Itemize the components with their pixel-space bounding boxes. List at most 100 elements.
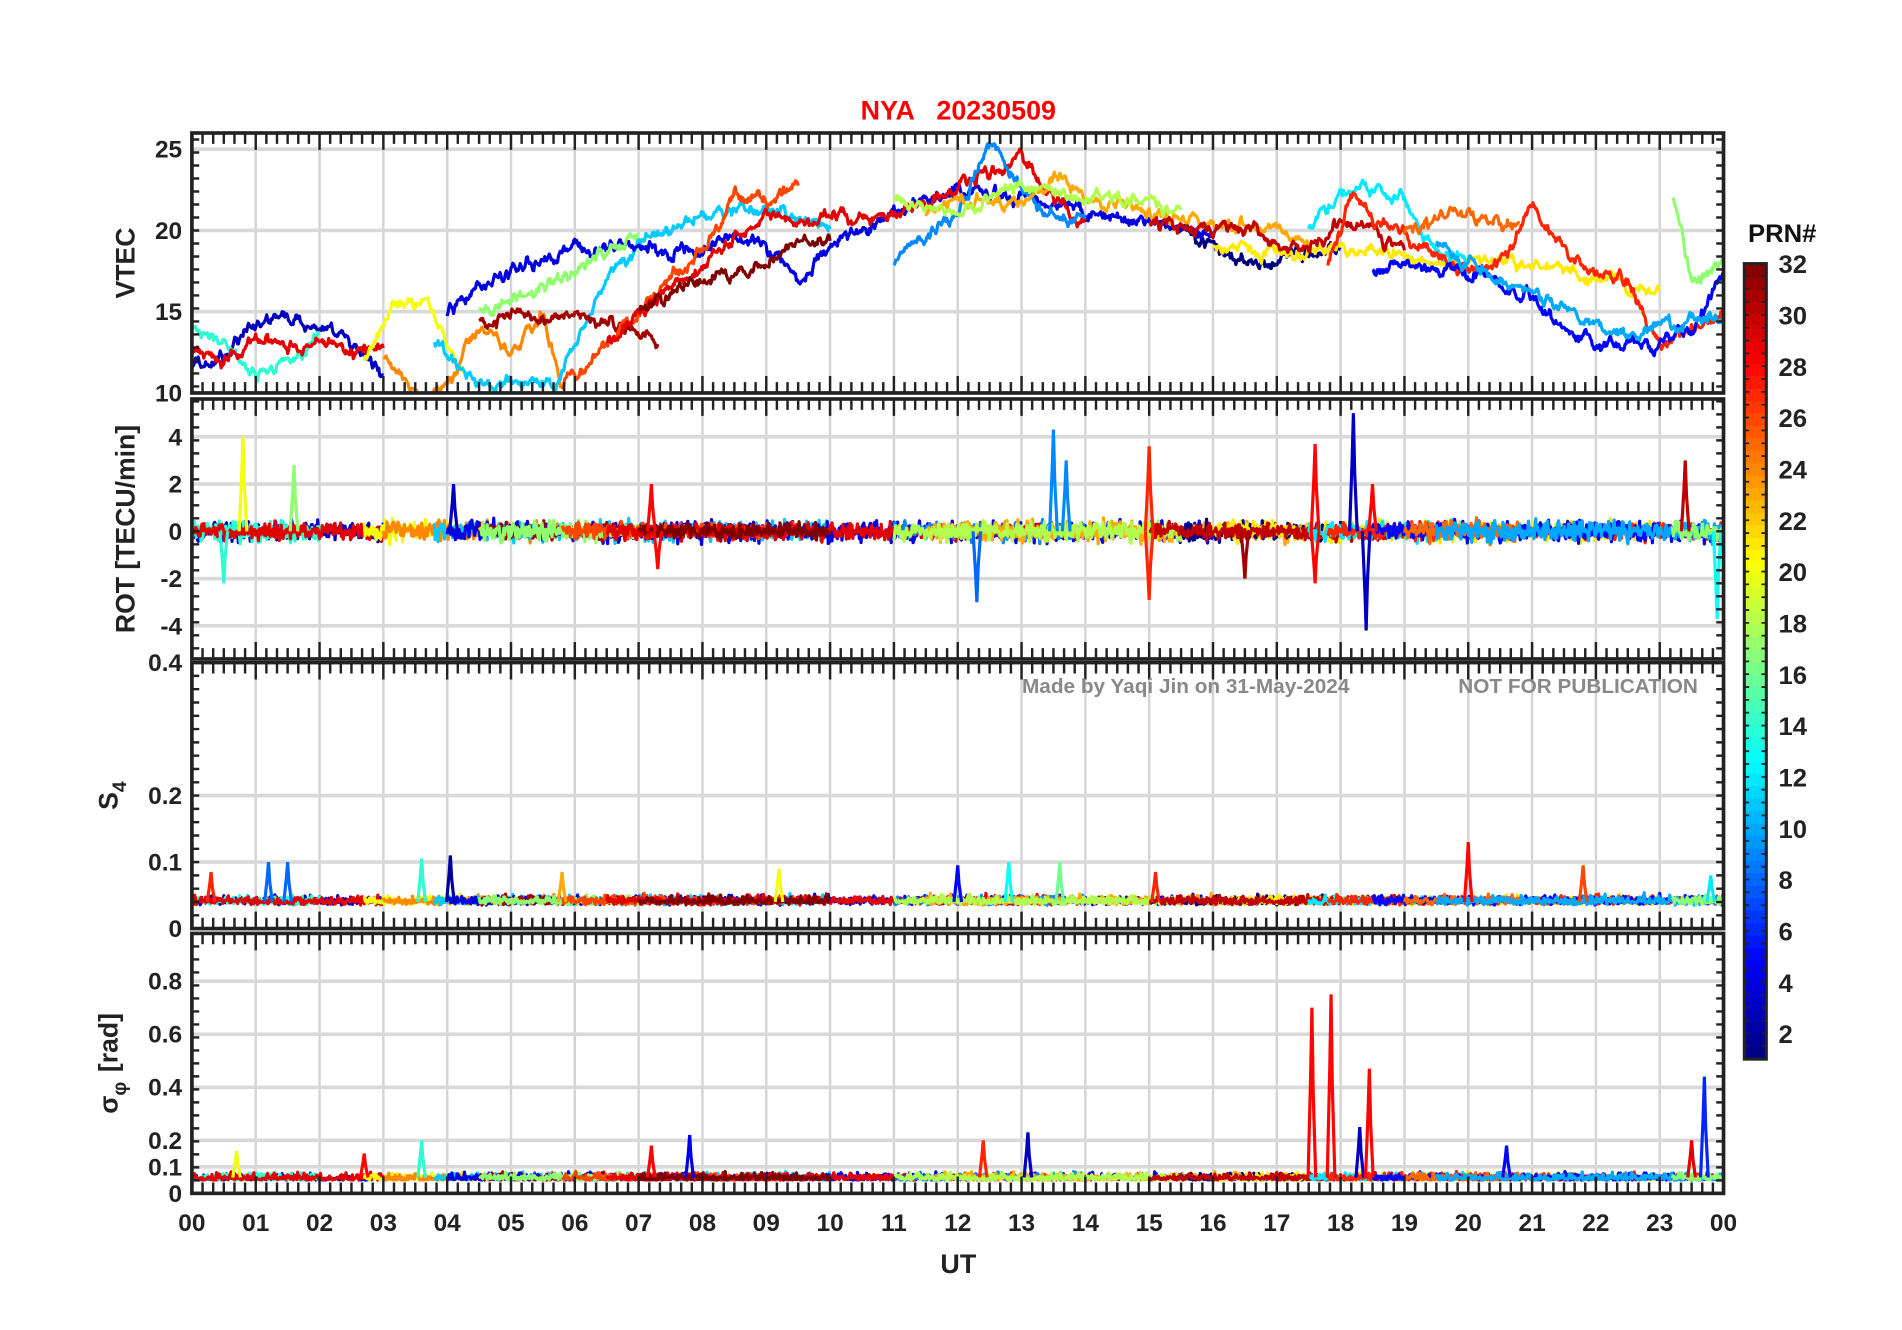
y-axis-label-vtec: VTEC — [110, 228, 140, 299]
spike-prn-20 — [231, 1150, 242, 1178]
colorbar-segment — [1744, 1046, 1767, 1060]
colorbar-segment — [1744, 350, 1767, 364]
y-axis-label-text: VTEC — [110, 228, 140, 299]
spike-prn-28 — [1309, 443, 1321, 532]
spike-prn-5 — [1501, 1145, 1512, 1178]
spike-prn-27 — [977, 1140, 989, 1178]
spike-prn-30 — [1679, 460, 1691, 532]
colorbar-segment — [1744, 885, 1767, 899]
colorbar-segment — [1744, 711, 1767, 725]
colorbar-segment — [1744, 723, 1767, 737]
series-line-prn-32 — [637, 233, 832, 312]
colorbar-segment — [1744, 574, 1767, 588]
series-line-prn-26 — [560, 179, 800, 390]
axes-frame — [190, 931, 1726, 1196]
colorbar-segment — [1744, 375, 1767, 389]
spike-prn-27 — [1143, 446, 1155, 532]
colorbar-segment — [1744, 785, 1767, 799]
x-tick-label: 00 — [178, 1210, 205, 1237]
series-line-prn-23 — [924, 170, 1311, 247]
x-tick-label: 20 — [1455, 1210, 1482, 1237]
series-group — [191, 842, 1724, 907]
series-line-prn-10 — [1434, 240, 1724, 342]
series-line-prn-18 — [892, 519, 1183, 545]
y-tick-label: 0.1 — [148, 850, 182, 877]
spike-prn-20 — [237, 436, 249, 532]
series-line-prn-5 — [1371, 258, 1724, 358]
colorbar-segment — [1744, 387, 1767, 402]
colorbar-segment — [1744, 462, 1767, 476]
chart-title: NYA 20230509 — [861, 96, 1056, 126]
spike-prn-3 — [1360, 531, 1372, 631]
x-axis-label: UT — [940, 1249, 977, 1279]
spike-prn-14 — [218, 531, 230, 584]
spike-prn-4 — [684, 1134, 696, 1178]
colorbar-tick-label: 6 — [1779, 919, 1793, 947]
y-axis-label-s4: S4 — [93, 781, 131, 810]
x-tick-label: 18 — [1327, 1210, 1354, 1237]
spike-prn-12 — [1705, 875, 1717, 903]
spike-prn-3 — [1022, 1132, 1034, 1178]
spike-prn-28 — [645, 1145, 657, 1178]
y-tick-label: 0.4 — [148, 1075, 182, 1102]
colorbar-segment — [1744, 263, 1767, 277]
x-tick-label: 12 — [944, 1210, 971, 1237]
x-tick-label: 05 — [497, 1210, 524, 1237]
series-line-prn-29 — [191, 893, 385, 907]
colorbar-segment — [1744, 450, 1767, 464]
colorbar-segment — [1744, 686, 1767, 700]
spike-prn-8 — [282, 861, 294, 903]
x-tick-label: 15 — [1136, 1210, 1163, 1237]
colorbar-segment — [1744, 624, 1767, 638]
x-tick-label: 02 — [306, 1210, 333, 1237]
colorbar-segment — [1744, 909, 1767, 924]
colorbar-segment — [1744, 437, 1767, 451]
colorbar-segment — [1744, 997, 1767, 1011]
y-minor-ticks — [191, 138, 1724, 388]
series-line-prn-30 — [1148, 216, 1407, 255]
series-line-prn-27 — [1326, 191, 1724, 351]
y-axis-label-unit: [rad] — [93, 1013, 123, 1072]
colorbar-segment — [1744, 934, 1767, 949]
colorbar-segment — [1744, 735, 1767, 750]
x-tick-label: 13 — [1008, 1210, 1035, 1237]
x-tick-label: 01 — [242, 1210, 269, 1237]
y-tick-label: 25 — [155, 137, 182, 164]
y-tick-label: 0.2 — [148, 1128, 182, 1155]
spike-prn-28 — [652, 531, 664, 570]
spike-prn-9 — [1048, 429, 1059, 532]
colorbar-tick-label: 10 — [1779, 816, 1808, 844]
colorbar-segment — [1744, 276, 1767, 290]
x-tick-label: 14 — [1072, 1210, 1100, 1237]
y-tick-label: 0.8 — [148, 969, 182, 996]
colorbar-segment — [1744, 499, 1767, 513]
panel-rot: -4 -2 0 2 4 ROT [TECU/min] — [110, 397, 1726, 661]
y-tick-label: 10 — [155, 381, 182, 408]
spike-prn-8 — [263, 861, 274, 903]
x-tick-label: 23 — [1646, 1210, 1673, 1237]
series-group — [191, 142, 1724, 393]
spike-prn-14 — [416, 1140, 428, 1178]
x-tick-label: 21 — [1518, 1210, 1545, 1237]
colorbar-segment — [1744, 760, 1767, 774]
x-tick-label: 10 — [816, 1210, 843, 1237]
x-tick-label: 08 — [689, 1210, 716, 1237]
spike-prn-27 — [1143, 531, 1155, 600]
x-tick-label: 00 — [1710, 1210, 1737, 1237]
series-line-prn-17 — [1671, 196, 1724, 285]
series-line-prn-20 — [362, 296, 468, 379]
x-tick-label: 11 — [881, 1210, 907, 1237]
series-line-prn-29 — [191, 1170, 385, 1182]
y-tick-label: -2 — [160, 566, 182, 593]
axes-frame — [190, 131, 1726, 395]
series-line-prn-32 — [637, 520, 832, 543]
colorbar-segment — [1744, 537, 1767, 551]
y-tick-label: 0.2 — [148, 783, 182, 810]
colorbar-label: PRN# — [1748, 220, 1816, 248]
colorbar-segment — [1744, 810, 1767, 824]
colorbar-tick-label: 28 — [1779, 354, 1808, 382]
spike-prn-23 — [556, 871, 568, 903]
series-line-prn-10 — [1434, 517, 1724, 547]
x-tick-label: 16 — [1199, 1210, 1226, 1237]
